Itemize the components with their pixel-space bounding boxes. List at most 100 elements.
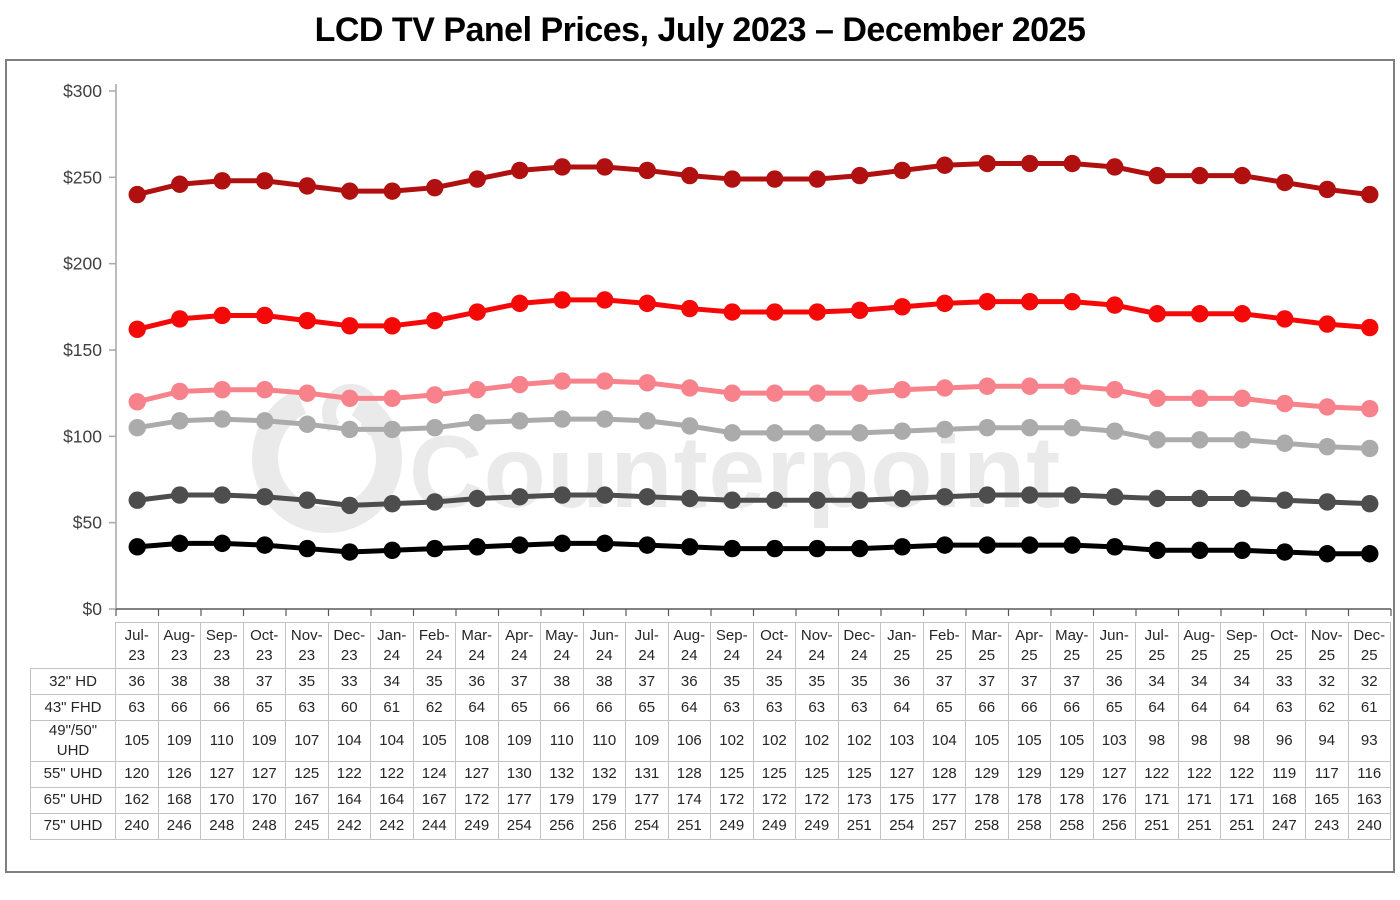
value-cell: 33	[327, 668, 371, 695]
data-point	[256, 306, 274, 325]
data-point	[1191, 489, 1209, 508]
data-point	[553, 534, 571, 553]
value-cell: 109	[157, 720, 201, 762]
data-point	[468, 413, 486, 432]
value-cell: 168	[157, 786, 201, 814]
data-point	[638, 374, 656, 392]
data-point	[553, 158, 571, 176]
month-header-cell: Feb- 24	[412, 622, 456, 669]
value-cell: 94	[1305, 720, 1349, 762]
month-header-cell: Nov- 24	[795, 622, 839, 669]
table-row: 43" FHD 63 66 66 65 63 60 61 62 64 65 66 66 65 64 63 63 6…	[30, 694, 1391, 721]
data-point	[1318, 180, 1336, 199]
data-point	[681, 417, 699, 435]
data-point	[383, 317, 401, 335]
value-cell: 107	[285, 720, 329, 762]
value-cell: 103	[880, 720, 924, 762]
value-cell: 251	[1135, 812, 1179, 840]
value-cell: 37	[1050, 668, 1094, 695]
value-cell: 37	[242, 668, 286, 695]
value-cell: 248	[242, 812, 286, 840]
value-cell: 102	[795, 720, 839, 762]
data-point	[383, 494, 401, 513]
y-axis-tick-label: $300	[63, 81, 102, 101]
data-point	[256, 172, 274, 190]
month-header-cell: Sep- 24	[710, 622, 754, 669]
data-point	[638, 294, 656, 313]
series-line	[134, 540, 1373, 557]
value-cell: 35	[837, 668, 881, 695]
month-header-cell: May- 24	[540, 622, 584, 669]
data-point	[1361, 545, 1379, 563]
data-point	[723, 384, 741, 402]
month-header-cell: Nov- 25	[1305, 622, 1349, 669]
value-cell: 167	[285, 786, 329, 814]
value-cell: 172	[710, 786, 754, 814]
value-cell: 35	[412, 668, 456, 695]
value-cell: 242	[327, 812, 371, 840]
data-point	[511, 294, 529, 313]
month-header-cell: Jan- 25	[880, 622, 924, 669]
value-cell: 256	[582, 812, 626, 840]
data-point	[213, 306, 231, 325]
data-point	[468, 489, 486, 508]
value-cell: 38	[157, 668, 201, 695]
data-point	[468, 303, 486, 321]
value-cell: 96	[1262, 720, 1306, 762]
value-cell: 249	[752, 812, 796, 840]
value-cell: 63	[795, 694, 839, 721]
value-cell: 127	[242, 760, 286, 788]
value-cell: 258	[1050, 812, 1094, 840]
data-point	[341, 420, 359, 439]
data-point	[638, 488, 656, 506]
value-cell: 130	[497, 760, 541, 788]
value-cell: 63	[285, 694, 329, 721]
value-cell: 98	[1220, 720, 1264, 762]
data-point	[171, 382, 189, 401]
data-point	[171, 486, 189, 504]
data-point	[213, 410, 231, 428]
month-header-cell: Dec- 23	[327, 622, 371, 669]
data-table: Jul- 23 Aug- 23 Sep- 23 Oct- 23 Nov- 23 Dec- 23 Jan-…	[30, 622, 1391, 840]
value-cell: 132	[540, 760, 584, 788]
data-point	[1276, 491, 1294, 509]
data-point	[1148, 305, 1166, 323]
data-point	[596, 410, 614, 428]
data-point	[128, 320, 146, 338]
data-point	[1191, 431, 1209, 449]
data-point	[1106, 422, 1124, 440]
data-point	[298, 384, 316, 402]
data-point	[1021, 377, 1039, 395]
data-point	[808, 539, 826, 558]
value-cell: 66	[200, 694, 244, 721]
table-corner-cell	[31, 623, 116, 669]
data-point	[426, 493, 444, 511]
value-cell: 240	[115, 812, 159, 840]
value-cell: 64	[880, 694, 924, 721]
value-cell: 125	[285, 760, 329, 788]
data-point	[1021, 536, 1039, 554]
value-cell: 104	[327, 720, 371, 762]
y-axis-tick-label: $200	[63, 254, 102, 274]
data-point	[723, 170, 741, 188]
value-cell: 120	[115, 760, 159, 788]
value-cell: 34	[1220, 668, 1264, 695]
data-point	[213, 172, 231, 190]
data-point	[978, 536, 996, 554]
value-cell: 129	[1007, 760, 1051, 788]
data-point	[1361, 400, 1379, 418]
value-cell: 128	[922, 760, 966, 788]
y-axis-tick-label: $100	[63, 426, 102, 446]
data-point	[1191, 305, 1209, 323]
value-cell: 35	[285, 668, 329, 695]
value-cell: 62	[1305, 694, 1349, 721]
data-point	[893, 161, 911, 180]
data-point	[1021, 292, 1039, 311]
value-cell: 106	[667, 720, 711, 762]
data-point	[1063, 292, 1081, 311]
data-point	[1276, 394, 1294, 413]
data-point	[638, 161, 656, 180]
month-header-cell: Aug- 23	[157, 622, 201, 669]
watermark-circle-icon	[252, 383, 402, 533]
data-point	[383, 389, 401, 408]
